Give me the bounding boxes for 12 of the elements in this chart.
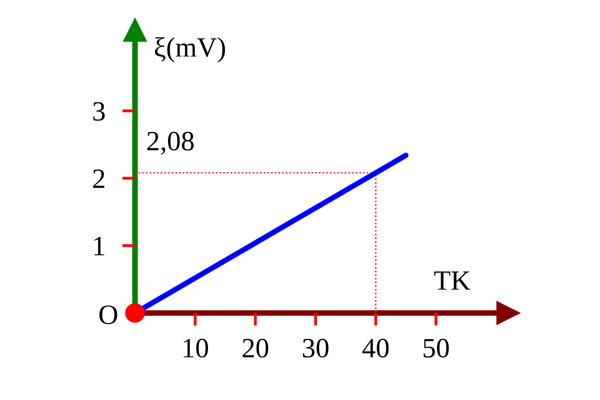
annotation: 2,08	[147, 132, 194, 155]
y-tick-label: 2	[93, 169, 104, 188]
x-tick-label: 30	[303, 338, 328, 358]
x-tick-label: 50	[424, 338, 449, 358]
x-axis-title: TK	[434, 271, 470, 290]
x-tick-label: 20	[242, 338, 268, 358]
y-tick-label: 1	[94, 236, 104, 256]
y-axis-title: ξ(mV)	[154, 37, 225, 62]
x-tick-label: 40	[362, 338, 389, 358]
annotation: O	[99, 305, 118, 324]
x-tick-label: 10	[184, 338, 208, 358]
y-tick-label: 3	[93, 102, 105, 121]
